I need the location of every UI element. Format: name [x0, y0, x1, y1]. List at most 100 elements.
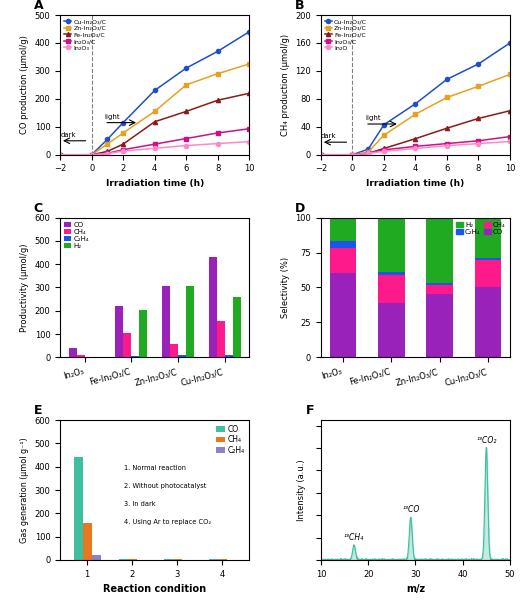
Bar — [131, 356, 139, 358]
X-axis label: Irradiation time (h): Irradiation time (h) — [366, 179, 464, 188]
Bar — [123, 333, 131, 358]
Bar — [378, 303, 405, 358]
Zn-In₂O₃/C — [183, 81, 189, 88]
Bar — [426, 294, 453, 358]
Cu-In₂O₃/C — [57, 151, 63, 158]
Text: ¹³CH₄: ¹³CH₄ — [344, 533, 364, 542]
Line: Fe-In₂O₃/C: Fe-In₂O₃/C — [319, 108, 512, 157]
In₂O₃/C — [507, 133, 513, 140]
Fe-In₂O₃/C — [349, 151, 356, 158]
In₂O — [444, 142, 450, 149]
Bar — [178, 355, 186, 358]
Fe-In₂O₃/C — [120, 140, 126, 147]
Zn-In₂O₃/C — [444, 94, 450, 101]
Cu-In₂O₃/C — [444, 76, 450, 83]
Bar — [475, 259, 502, 287]
Legend: Cu-In₂O₃/C, Zn-In₂O₃/C, Fe-In₂O₃/C, In₂O₃/C, In₂O: Cu-In₂O₃/C, Zn-In₂O₃/C, Fe-In₂O₃/C, In₂O… — [324, 18, 368, 51]
Bar — [475, 287, 502, 358]
Cu-In₂O₃/C — [412, 100, 418, 107]
Bar — [426, 285, 453, 294]
Cu-In₂O₃/C — [318, 151, 324, 158]
Bar — [139, 309, 147, 358]
Text: 3. In dark: 3. In dark — [124, 501, 156, 507]
Fe-In₂O₃/C — [104, 147, 110, 155]
Line: Fe-In₂O₃/C: Fe-In₂O₃/C — [58, 91, 251, 157]
Zn-In₂O₃/C — [57, 151, 63, 158]
In₂O₃/C — [246, 125, 252, 132]
In₂O — [507, 138, 513, 145]
Bar — [74, 458, 83, 560]
Fe-In₂O₃/C — [57, 151, 63, 158]
In₂O₃/C — [475, 137, 482, 144]
Y-axis label: Intensity (a.u.): Intensity (a.u.) — [297, 459, 305, 521]
Fe-In₂O₃/C — [246, 90, 252, 97]
Text: D: D — [294, 202, 305, 215]
Zn-In₂O₃/C — [104, 140, 110, 147]
Bar — [85, 356, 93, 358]
Bar — [170, 344, 178, 358]
Zn-In₂O₃/C — [318, 151, 324, 158]
In₂O — [381, 147, 387, 155]
Cu-In₂O₃/C — [349, 151, 356, 158]
Bar — [426, 217, 453, 284]
In₂O — [365, 150, 371, 157]
X-axis label: Reaction condition: Reaction condition — [103, 584, 206, 594]
Zn-In₂O₃/C — [475, 82, 482, 90]
In₂O₃/C — [120, 146, 126, 154]
Text: A: A — [33, 0, 43, 12]
In₂O₃/C — [381, 146, 387, 154]
Line: Cu-In₂O₃/C: Cu-In₂O₃/C — [319, 41, 512, 157]
Y-axis label: Gas generation (μmol g⁻¹): Gas generation (μmol g⁻¹) — [20, 437, 29, 543]
Line: In₂O₃/C: In₂O₃/C — [58, 126, 251, 157]
Fe-In₂O₃/C — [444, 125, 450, 132]
Cu-In₂O₃/C — [120, 119, 126, 126]
Bar — [209, 257, 217, 358]
X-axis label: m/z: m/z — [406, 584, 425, 594]
In₂O₃/C — [57, 151, 63, 158]
Cu-In₂O₃/C — [381, 121, 387, 128]
Zn-In₂O₃/C — [507, 71, 513, 78]
In₂O₃/C — [214, 129, 221, 137]
Cu-In₂O₃/C — [183, 64, 189, 72]
Y-axis label: Productivity (μmol/g): Productivity (μmol/g) — [20, 243, 29, 332]
Bar — [378, 272, 405, 275]
Bar — [77, 355, 85, 358]
In₂O₃/C — [444, 140, 450, 147]
In₂O₃ — [88, 151, 95, 158]
Fe-In₂O₃/C — [507, 107, 513, 114]
Fe-In₂O₃/C — [183, 108, 189, 115]
Fe-In₂O₃/C — [152, 118, 158, 125]
In₂O₃ — [57, 151, 63, 158]
Cu-In₂O₃/C — [88, 151, 95, 158]
Text: light: light — [104, 114, 120, 120]
Y-axis label: CH₄ production (μmol/g): CH₄ production (μmol/g) — [281, 34, 290, 136]
Text: E: E — [33, 405, 42, 417]
Zn-In₂O₃/C — [246, 60, 252, 67]
Bar — [217, 321, 225, 358]
Line: In₂O₃: In₂O₃ — [58, 140, 251, 157]
Bar — [475, 258, 502, 259]
Cu-In₂O₃/C — [104, 136, 110, 143]
X-axis label: Irradiation time (h): Irradiation time (h) — [106, 179, 204, 188]
Cu-In₂O₃/C — [152, 87, 158, 94]
Text: C: C — [33, 202, 43, 215]
Bar — [233, 297, 241, 358]
Fe-In₂O₃/C — [88, 151, 95, 158]
Bar — [92, 554, 100, 560]
Cu-In₂O₃/C — [214, 48, 221, 55]
In₂O₃/C — [349, 151, 356, 158]
Fe-In₂O₃/C — [318, 151, 324, 158]
Text: 1. Normal reaction: 1. Normal reaction — [124, 465, 186, 471]
Bar — [378, 275, 405, 303]
Zn-In₂O₃/C — [88, 151, 95, 158]
Text: 2. Without photocatalyst: 2. Without photocatalyst — [124, 483, 207, 489]
Zn-In₂O₃/C — [214, 70, 221, 77]
In₂O₃/C — [318, 151, 324, 158]
In₂O₃/C — [365, 150, 371, 157]
Legend: Cu-In₂O₃/C, Zn-In₂O₃/C, Fe-In₂O₃/C, In₂O₃/C, In₂O₃: Cu-In₂O₃/C, Zn-In₂O₃/C, Fe-In₂O₃/C, In₂O… — [63, 18, 107, 51]
Text: F: F — [306, 405, 314, 417]
Fe-In₂O₃/C — [214, 97, 221, 104]
Zn-In₂O₃/C — [381, 132, 387, 139]
In₂O — [349, 151, 356, 158]
In₂O₃ — [183, 142, 189, 149]
